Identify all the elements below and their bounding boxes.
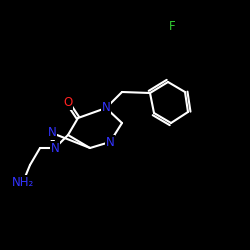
Text: N: N: [50, 142, 59, 154]
Text: N: N: [106, 136, 114, 148]
Text: N: N: [102, 102, 110, 114]
Text: N: N: [48, 126, 56, 140]
Text: O: O: [64, 96, 72, 110]
Text: F: F: [169, 20, 175, 34]
Text: NH₂: NH₂: [12, 176, 34, 188]
